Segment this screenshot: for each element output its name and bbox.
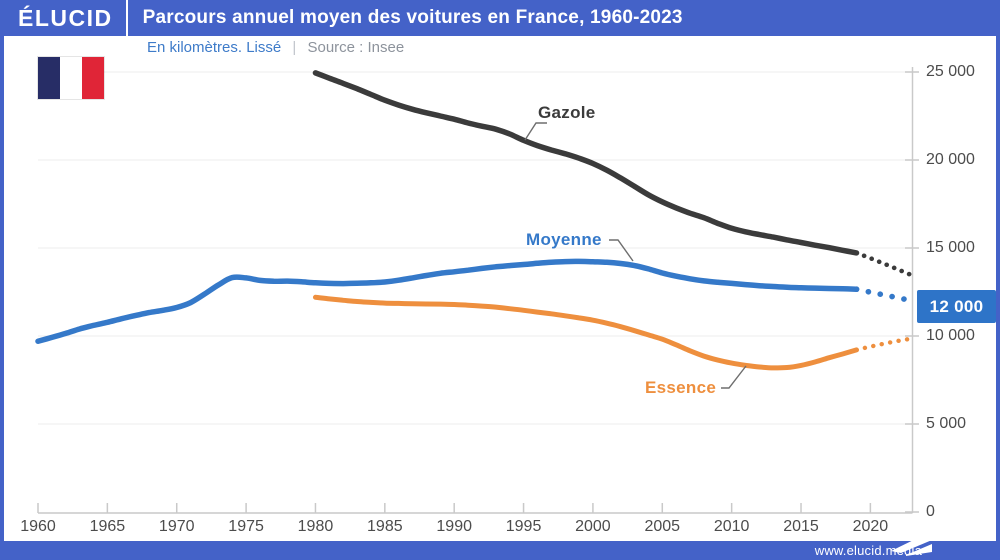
- frame-border-right: [996, 0, 1000, 560]
- flag-stripe-white: [60, 57, 82, 99]
- elucid-logo: ÉLUCID: [18, 4, 113, 31]
- chart-subtitle: En kilomètres. Lissé | Source : Insee: [147, 39, 404, 56]
- elucid-flag-icon: [891, 531, 932, 556]
- subtitle-separator: |: [292, 39, 297, 56]
- series-label-essence: Essence: [645, 378, 717, 397]
- header-divider: [125, 0, 128, 36]
- source-note: Source : Insee: [307, 39, 405, 56]
- footer-band: www.elucid.media: [0, 541, 1000, 560]
- page-title: Parcours annuel moyen des voitures en Fr…: [142, 7, 683, 28]
- header-band: ÉLUCID Parcours annuel moyen des voiture…: [0, 0, 1000, 36]
- series-label-moyenne: Moyenne: [526, 230, 602, 249]
- unit-note: En kilomètres. Lissé: [147, 39, 282, 56]
- flag-stripe-blue: [38, 57, 60, 99]
- final-value-badge: 12 000: [917, 290, 996, 323]
- france-flag: [38, 57, 104, 99]
- flag-stripe-red: [82, 57, 104, 99]
- footer-url[interactable]: www.elucid.media: [814, 543, 922, 558]
- series-label-gazole: Gazole: [538, 103, 596, 122]
- frame-border-left: [0, 0, 4, 560]
